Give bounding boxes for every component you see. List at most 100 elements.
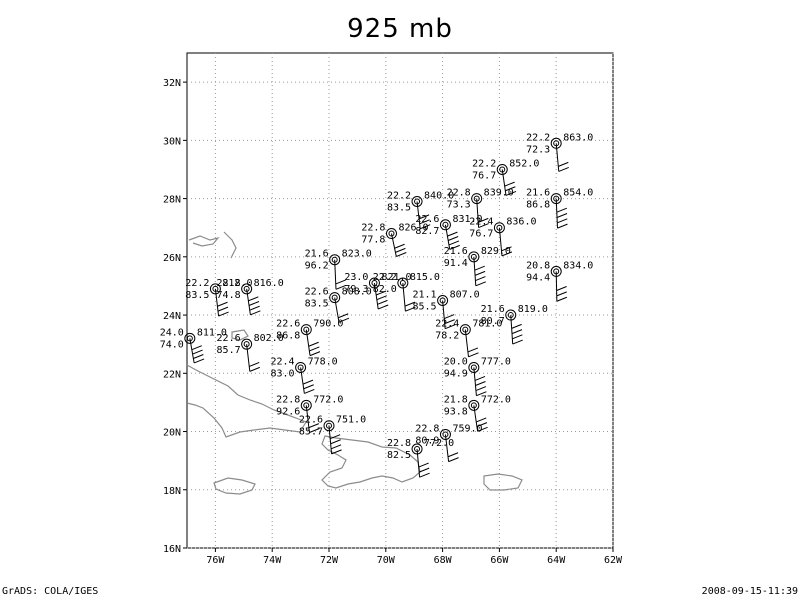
- station-rh: 77.8: [361, 235, 385, 246]
- station: 22.282.0 815.0: [373, 272, 440, 295]
- barb-flag: [444, 319, 455, 325]
- station-temperature: 22.6: [415, 214, 439, 225]
- barb-flag: [448, 457, 459, 463]
- station-temperature: 21.6: [444, 246, 468, 257]
- station: 23.079.3 821.0: [344, 272, 411, 295]
- barb-flag: [404, 301, 416, 307]
- barb-flag: [558, 166, 569, 172]
- y-tick-label: 24N: [163, 311, 181, 322]
- station-rh: 86.8: [276, 331, 300, 342]
- station-outer-ring: [493, 222, 505, 234]
- barb-flag: [505, 190, 517, 196]
- station-inner-ring: [507, 312, 514, 319]
- station-height: 790.0: [313, 319, 343, 330]
- barb-flag: [302, 379, 314, 385]
- station-inner-ring: [414, 446, 421, 452]
- map-frame: [186, 52, 614, 549]
- station-height: 781.0: [472, 319, 502, 330]
- station-height: 821.0: [381, 272, 411, 283]
- barb-shaft: [444, 224, 451, 250]
- station-outer-ring: [411, 443, 423, 455]
- station-rh: 94.4: [526, 272, 550, 283]
- barb-flag: [557, 223, 568, 229]
- barb-flag: [419, 219, 430, 225]
- station: 20.894.4 834.0: [526, 260, 593, 283]
- station-outer-ring: [459, 324, 471, 336]
- station: 21.893.8 772.0: [444, 394, 511, 417]
- barb-flag: [475, 281, 486, 287]
- station-height: 811.0: [197, 327, 227, 338]
- station-height: 807.0: [450, 290, 480, 301]
- station-outer-ring: [368, 277, 380, 289]
- station-height: 819.0: [518, 304, 548, 315]
- station-outer-ring: [241, 338, 253, 350]
- barb-flag: [420, 224, 431, 230]
- station-inner-ring: [243, 341, 250, 348]
- barb-flag: [512, 334, 523, 340]
- station: 22.685.7 751.0: [299, 415, 366, 438]
- station-rh: 93.8: [444, 406, 468, 417]
- station-height: 777.0: [481, 356, 511, 367]
- station-height: 815.0: [410, 272, 440, 283]
- station: 21.686.8 854.0: [526, 188, 593, 211]
- barb-flag: [193, 354, 204, 359]
- station-outer-ring: [241, 283, 253, 295]
- station-inner-ring: [326, 422, 332, 429]
- station-inner-ring: [297, 364, 304, 371]
- station-rh: 85.5: [413, 302, 437, 313]
- barb-shaft: [189, 338, 195, 364]
- station-height: 852.0: [509, 158, 539, 169]
- station-temperature: 22.8: [415, 423, 439, 434]
- station-temperature: 22.6: [305, 287, 329, 298]
- station-inner-ring: [371, 280, 378, 287]
- station-temperature: 21.1: [413, 290, 437, 301]
- station-temperature: 20.0: [444, 356, 468, 367]
- barb-flag: [504, 181, 515, 187]
- station-outer-ring: [411, 196, 423, 207]
- station: 21.691.4 829.0: [444, 246, 511, 269]
- wind-barb: [305, 329, 321, 357]
- station-outer-ring: [468, 361, 480, 373]
- barb-shaft: [334, 297, 340, 323]
- station-outer-ring: [505, 309, 517, 321]
- station-inner-ring: [470, 402, 477, 409]
- barb-flag: [418, 214, 430, 220]
- station-temperature: 21.6: [305, 249, 329, 260]
- station-temperature: 22.4: [435, 319, 459, 330]
- station: 22.682.7 831.0: [415, 214, 482, 237]
- station-inner-ring: [496, 224, 503, 231]
- cuba-coastline: [186, 364, 307, 438]
- bahamas-coastline: [223, 231, 237, 259]
- barb-flag: [444, 324, 456, 330]
- barb-shaft: [390, 233, 397, 257]
- station-inner-ring: [553, 268, 560, 275]
- station-temperature: 22.4: [469, 217, 493, 228]
- station: 21.680.7 819.0: [481, 304, 548, 327]
- station-temperature: 22.4: [271, 356, 295, 367]
- station-outer-ring: [385, 228, 397, 240]
- station: 22.686.8 790.0: [276, 319, 343, 342]
- station-height: 823.0: [342, 249, 372, 260]
- station-outer-ring: [439, 428, 451, 440]
- barb-flag: [335, 279, 346, 285]
- barb-flag: [474, 265, 485, 271]
- x-tick-label: 74W: [263, 555, 282, 566]
- barb-flag: [335, 284, 347, 290]
- station-inner-ring: [414, 198, 421, 205]
- barb-flag: [478, 217, 489, 223]
- station-outer-ring: [471, 193, 483, 205]
- barb-flag: [338, 313, 349, 319]
- station: 22.478.2 781.0: [435, 319, 502, 342]
- station-inner-ring: [439, 297, 446, 304]
- station-rh: 91.4: [444, 258, 468, 269]
- station-rh: 74.0: [160, 339, 184, 350]
- wind-barb: [246, 288, 261, 316]
- wind-barb: [300, 367, 315, 394]
- barb-flag: [377, 299, 388, 305]
- station-inner-ring: [442, 221, 449, 228]
- barb-shaft: [300, 367, 305, 394]
- station-outer-ring: [184, 332, 196, 344]
- barb-flag: [395, 247, 406, 253]
- station-inner-ring: [399, 280, 406, 287]
